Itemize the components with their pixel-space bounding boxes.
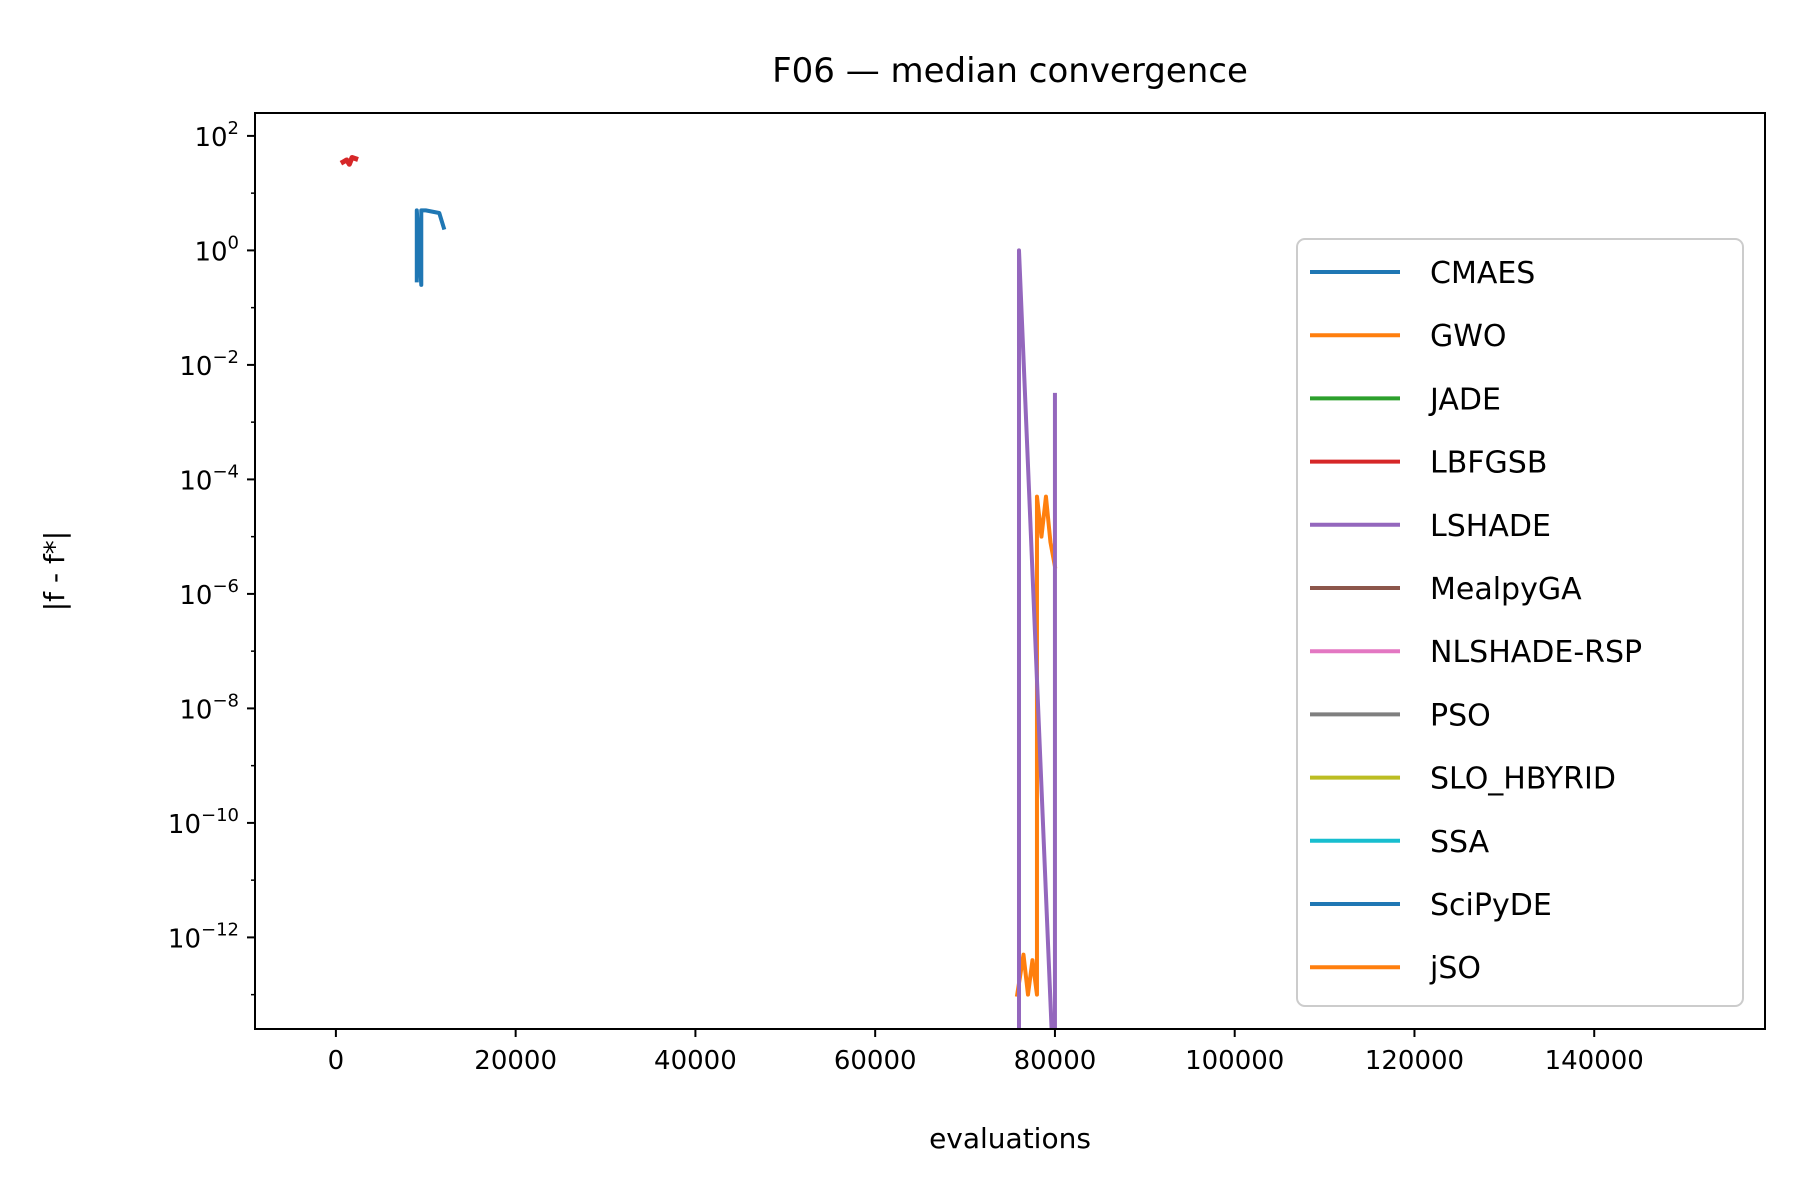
x-tick-label: 80000 bbox=[1014, 1046, 1097, 1076]
plot-area-frame bbox=[254, 112, 1766, 1030]
legend: CMAES GWO JADE LBFGSB LSHADE MealpyGA NLSHADE-… bbox=[1296, 238, 1744, 1007]
legend-frame bbox=[1296, 238, 1744, 1007]
x-tick-label: 0 bbox=[328, 1046, 345, 1076]
legend-label: SLO_HBYRID bbox=[1430, 762, 1616, 797]
x-tick-label: 120000 bbox=[1365, 1046, 1464, 1076]
x-tick-label: 100000 bbox=[1185, 1046, 1284, 1076]
y-tick-label: 10−2 bbox=[179, 347, 239, 382]
y-tick-label: 10−8 bbox=[179, 690, 239, 725]
series-line-lbfgsb bbox=[339, 154, 359, 167]
series-layer bbox=[339, 154, 1058, 1029]
legend-label: SSA bbox=[1430, 825, 1490, 860]
y-tick-label: 10−12 bbox=[168, 919, 239, 954]
y-tick-label: 10−6 bbox=[179, 576, 239, 611]
legend-label: SciPyDE bbox=[1430, 888, 1552, 923]
x-tick-label: 60000 bbox=[834, 1046, 917, 1076]
legend-label: NLSHADE-RSP bbox=[1430, 635, 1642, 670]
legend-label: GWO bbox=[1430, 319, 1507, 354]
chart-title: F06 — median convergence bbox=[772, 51, 1248, 91]
y-tick-label: 102 bbox=[194, 118, 239, 153]
legend-label: CMAES bbox=[1430, 256, 1535, 291]
legend-label: MealpyGA bbox=[1430, 572, 1582, 607]
legend-label: LBFGSB bbox=[1430, 446, 1547, 481]
series-line-lshade bbox=[1016, 248, 1057, 1029]
legend-label: jSO bbox=[1429, 951, 1481, 986]
series-line-gwo bbox=[1014, 494, 1058, 997]
legend-label: PSO bbox=[1430, 698, 1491, 733]
legend-label: JADE bbox=[1428, 382, 1501, 417]
x-tick-label: 20000 bbox=[474, 1046, 557, 1076]
x-tick-label: 140000 bbox=[1545, 1046, 1644, 1076]
x-tick-label: 40000 bbox=[654, 1046, 737, 1076]
y-axis: 102 100 10−2 10−4 10−6 10−8 10−10 10−12 bbox=[168, 118, 255, 996]
y-tick-label: 100 bbox=[194, 232, 239, 267]
x-axis: 0 20000 40000 60000 80000 100000 120000 140000 bbox=[328, 1029, 1644, 1076]
series-line-cmaes bbox=[414, 208, 447, 287]
y-tick-label: 10−4 bbox=[179, 461, 239, 496]
y-axis-label: |f - f*| bbox=[38, 531, 71, 612]
y-tick-label: 10−10 bbox=[168, 805, 239, 840]
legend-label: LSHADE bbox=[1430, 509, 1551, 544]
x-axis-label: evaluations bbox=[929, 1122, 1091, 1155]
